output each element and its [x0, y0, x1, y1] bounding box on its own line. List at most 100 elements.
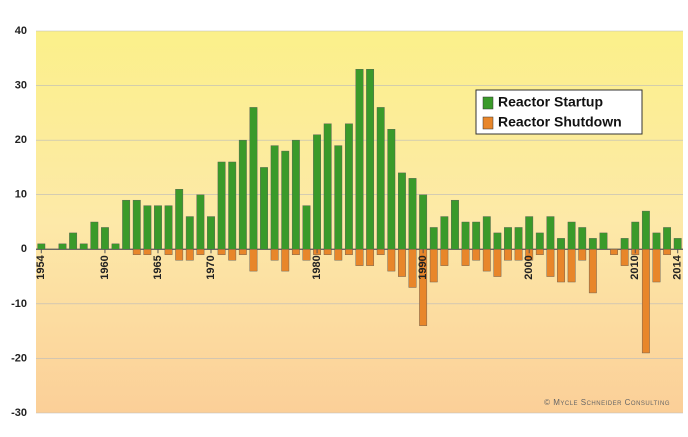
bar	[493, 249, 502, 277]
bar	[185, 216, 194, 250]
bar	[376, 249, 385, 255]
y-tick-label: -30	[11, 407, 27, 419]
bar	[270, 145, 279, 250]
bar	[164, 249, 173, 255]
bar	[291, 249, 300, 255]
bar	[557, 249, 565, 283]
bar	[164, 205, 173, 250]
x-tick-label: 1980	[311, 255, 323, 279]
bar	[207, 216, 215, 250]
bar	[355, 249, 364, 266]
bar	[578, 249, 587, 261]
bar	[366, 68, 375, 250]
bar	[493, 232, 502, 250]
bar	[535, 249, 544, 255]
bar	[482, 216, 491, 250]
y-tick-label: 40	[15, 25, 27, 37]
x-tick-label: 2014	[672, 254, 684, 279]
credit: © Mycle Schneider Consulting	[544, 398, 670, 407]
bar	[387, 249, 396, 272]
bar	[228, 161, 237, 250]
bar	[546, 249, 555, 277]
bar	[37, 243, 46, 250]
bar	[334, 249, 343, 261]
bar	[525, 216, 534, 250]
bar	[567, 221, 576, 250]
bar	[196, 194, 205, 250]
x-tick-label: 1970	[205, 255, 217, 279]
bar	[313, 134, 321, 250]
bar	[79, 243, 88, 250]
bar	[610, 249, 618, 255]
bar	[366, 249, 375, 266]
x-tick-label: 1990	[417, 255, 429, 279]
bar	[641, 249, 650, 354]
y-tick-label: 30	[15, 79, 27, 91]
bar	[355, 68, 364, 250]
bar	[111, 243, 120, 250]
bar	[408, 178, 417, 250]
bar	[535, 232, 544, 250]
bar	[663, 227, 672, 250]
bar	[344, 123, 353, 250]
x-tick-label: 1954	[35, 254, 47, 279]
legend-swatch	[482, 96, 494, 110]
bar	[143, 205, 152, 250]
bar	[482, 249, 491, 272]
bar	[122, 199, 131, 250]
bar	[408, 249, 417, 288]
bar	[196, 249, 205, 255]
bar	[673, 238, 682, 250]
bar	[175, 189, 184, 250]
bar	[101, 227, 109, 250]
bar	[249, 107, 258, 250]
bar	[461, 221, 470, 250]
legend-box	[475, 89, 643, 135]
bar	[461, 249, 470, 266]
bar	[228, 249, 237, 261]
legend-swatch	[482, 116, 494, 130]
bar	[514, 249, 523, 261]
bar	[641, 210, 650, 250]
bar	[132, 199, 141, 250]
bar	[175, 249, 184, 261]
bar	[249, 249, 258, 272]
legend-label: Reactor Shutdown	[498, 114, 622, 130]
bar	[58, 243, 67, 250]
bar	[472, 249, 481, 261]
bar	[398, 172, 406, 250]
y-tick-label: 10	[15, 189, 27, 201]
y-tick-label: 20	[15, 134, 27, 146]
bar	[90, 221, 99, 250]
bar	[578, 227, 587, 250]
bar	[260, 167, 268, 250]
x-tick-label: 1960	[99, 255, 111, 279]
bar	[504, 227, 512, 250]
bar	[631, 221, 640, 250]
bar	[344, 249, 353, 255]
bar	[238, 139, 247, 250]
y-tick-label: 0	[21, 243, 27, 255]
y-tick-label: -20	[11, 352, 27, 364]
bar	[323, 249, 332, 255]
x-tick-label: 1965	[152, 255, 164, 279]
bar	[217, 161, 226, 250]
bar	[514, 227, 523, 250]
bar	[238, 249, 247, 255]
bar	[376, 107, 385, 250]
bar	[440, 249, 449, 266]
bar	[620, 238, 629, 250]
bar	[663, 249, 672, 255]
bar	[143, 249, 152, 255]
bar	[652, 232, 661, 250]
bar	[429, 249, 438, 283]
bar	[185, 249, 194, 261]
bar	[291, 139, 300, 250]
x-tick-label: 2000	[523, 255, 535, 279]
bar	[599, 232, 608, 250]
bar	[281, 150, 290, 250]
y-tick-label: -10	[11, 298, 27, 310]
bar	[440, 216, 449, 250]
legend: Reactor Startup Reactor Shutdown	[475, 89, 643, 135]
bar	[302, 205, 311, 250]
